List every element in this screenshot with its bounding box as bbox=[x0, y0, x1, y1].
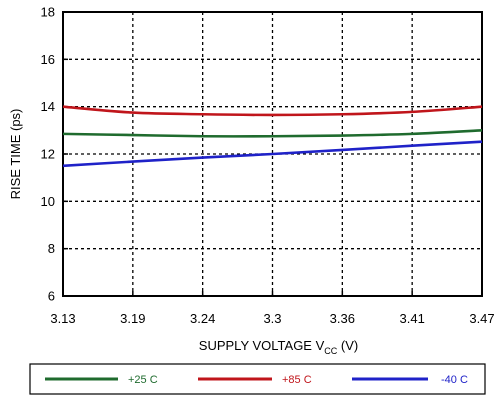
y-tick-label: 8 bbox=[48, 241, 55, 256]
x-tick-label: 3.24 bbox=[190, 311, 215, 326]
x-axis-title: SUPPLY VOLTAGE VCC (V) bbox=[199, 338, 358, 356]
legend-label-1: +25 C bbox=[128, 374, 158, 386]
y-tick-label: 16 bbox=[41, 52, 55, 67]
y-tick-label: 14 bbox=[41, 99, 55, 114]
x-axis-title-subscript: CC bbox=[324, 346, 337, 356]
series-line-2 bbox=[62, 105, 483, 117]
legend: +25 C +85 C -40 C bbox=[29, 363, 486, 395]
series-lines bbox=[62, 105, 483, 168]
y-axis-ticks: 6 8 10 12 14 16 18 bbox=[41, 5, 68, 304]
x-axis-ticks: 3.13 3.19 3.24 3.3 3.36 3.41 3.47 bbox=[50, 291, 495, 326]
x-tick-label: 3.19 bbox=[120, 311, 145, 326]
x-axis-title-unit: (V) bbox=[337, 338, 358, 353]
x-tick-label: 3.47 bbox=[469, 311, 494, 326]
y-tick-label: 6 bbox=[48, 289, 55, 304]
legend-label-2: +85 C bbox=[282, 374, 312, 386]
y-axis-title: RISE TIME (ps) bbox=[8, 109, 23, 200]
y-tick-label: 18 bbox=[41, 5, 55, 20]
x-axis-title-main: SUPPLY VOLTAGE V bbox=[199, 338, 325, 353]
series-line-1 bbox=[62, 129, 483, 138]
y-tick-label: 10 bbox=[41, 194, 55, 209]
grid-lines bbox=[63, 12, 482, 296]
legend-label-3: -40 C bbox=[441, 374, 468, 386]
series-line-3 bbox=[62, 140, 483, 168]
x-tick-label: 3.13 bbox=[50, 311, 75, 326]
x-tick-label: 3.41 bbox=[400, 311, 425, 326]
x-tick-label: 3.36 bbox=[330, 311, 355, 326]
x-tick-label: 3.3 bbox=[263, 311, 281, 326]
y-tick-label: 12 bbox=[41, 147, 55, 162]
